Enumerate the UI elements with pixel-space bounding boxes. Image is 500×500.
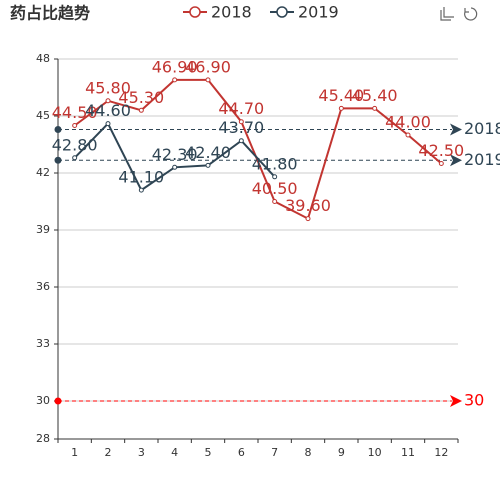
data-label: 40.50 [252, 179, 298, 198]
mark-line-start [54, 156, 62, 164]
point [172, 77, 178, 83]
mark-line-arrow [450, 154, 462, 167]
data-label: 45.40 [352, 86, 398, 105]
mark-line-start [54, 397, 62, 405]
series-line [74, 78, 442, 221]
data-label: 42.30 [152, 145, 198, 164]
data-label: 41.10 [118, 168, 164, 187]
toolbox[interactable] [440, 7, 478, 21]
x-tick-label: 11 [401, 446, 415, 459]
point [105, 121, 111, 127]
zoom-icon[interactable] [440, 7, 454, 21]
point [138, 107, 144, 113]
legend-label: 2018 [211, 3, 252, 22]
point [205, 162, 211, 168]
point [238, 138, 244, 144]
point [338, 105, 344, 111]
point [138, 187, 144, 193]
data-label: 46.90 [152, 57, 198, 76]
mark-line-arrow [450, 123, 462, 136]
data-label: 44.60 [85, 101, 131, 120]
point [272, 199, 278, 204]
point [72, 155, 78, 161]
data-label: 45.40 [318, 86, 364, 105]
point [205, 77, 211, 83]
point [238, 119, 244, 125]
x-tick-label: 12 [434, 446, 448, 459]
point [305, 216, 311, 222]
point [405, 132, 411, 138]
y-tick-label: 30 [36, 394, 50, 407]
legend-symbol [276, 6, 288, 18]
y-tick-label: 48 [36, 52, 50, 65]
x-tick-label: 4 [171, 446, 178, 459]
data-label: 45.80 [85, 78, 131, 97]
data-label: 44.00 [385, 113, 431, 132]
restore-icon[interactable] [464, 7, 478, 21]
x-tick-label: 9 [338, 446, 345, 459]
point [172, 164, 178, 170]
x-tick-label: 8 [305, 446, 312, 459]
y-tick-label: 36 [36, 280, 50, 293]
chart-title: 药占比趋势 [10, 4, 90, 23]
x-tick-label: 10 [368, 446, 382, 459]
mark-line-label: 2019 [464, 150, 500, 169]
point [105, 98, 111, 104]
data-label: 44.70 [218, 99, 264, 118]
data-label: 41.80 [252, 154, 298, 173]
data-label: 42.40 [185, 143, 231, 162]
data-label: 45.30 [118, 88, 164, 107]
y-tick-label: 45 [36, 109, 50, 122]
x-tick-label: 7 [271, 446, 278, 459]
x-tick-label: 2 [105, 446, 112, 459]
y-tick-label: 28 [36, 432, 50, 445]
x-tick-label: 6 [238, 446, 245, 459]
data-label: 44.50 [52, 103, 98, 122]
x-tick-label: 1 [71, 446, 78, 459]
point [272, 174, 278, 180]
mark-line-start [54, 125, 62, 133]
point [438, 161, 444, 166]
data-label: 43.70 [218, 118, 264, 137]
y-tick-label: 33 [36, 337, 50, 350]
data-label: 46.90 [185, 57, 231, 76]
point [72, 123, 78, 128]
mark-line-label: 30 [464, 391, 484, 410]
mark-line-arrow [450, 395, 462, 407]
data-label: 42.50 [418, 141, 464, 160]
x-tick-label: 5 [205, 446, 212, 459]
mark-line-label: 2018 [464, 119, 500, 138]
point [372, 105, 378, 111]
y-tick-label: 42 [36, 166, 50, 179]
data-label: 42.80 [52, 135, 98, 154]
x-tick-label: 3 [138, 446, 145, 459]
legend-label: 2019 [298, 3, 339, 22]
data-label: 39.60 [285, 196, 331, 215]
y-tick-label: 39 [36, 223, 50, 236]
legend-symbol [189, 6, 201, 18]
